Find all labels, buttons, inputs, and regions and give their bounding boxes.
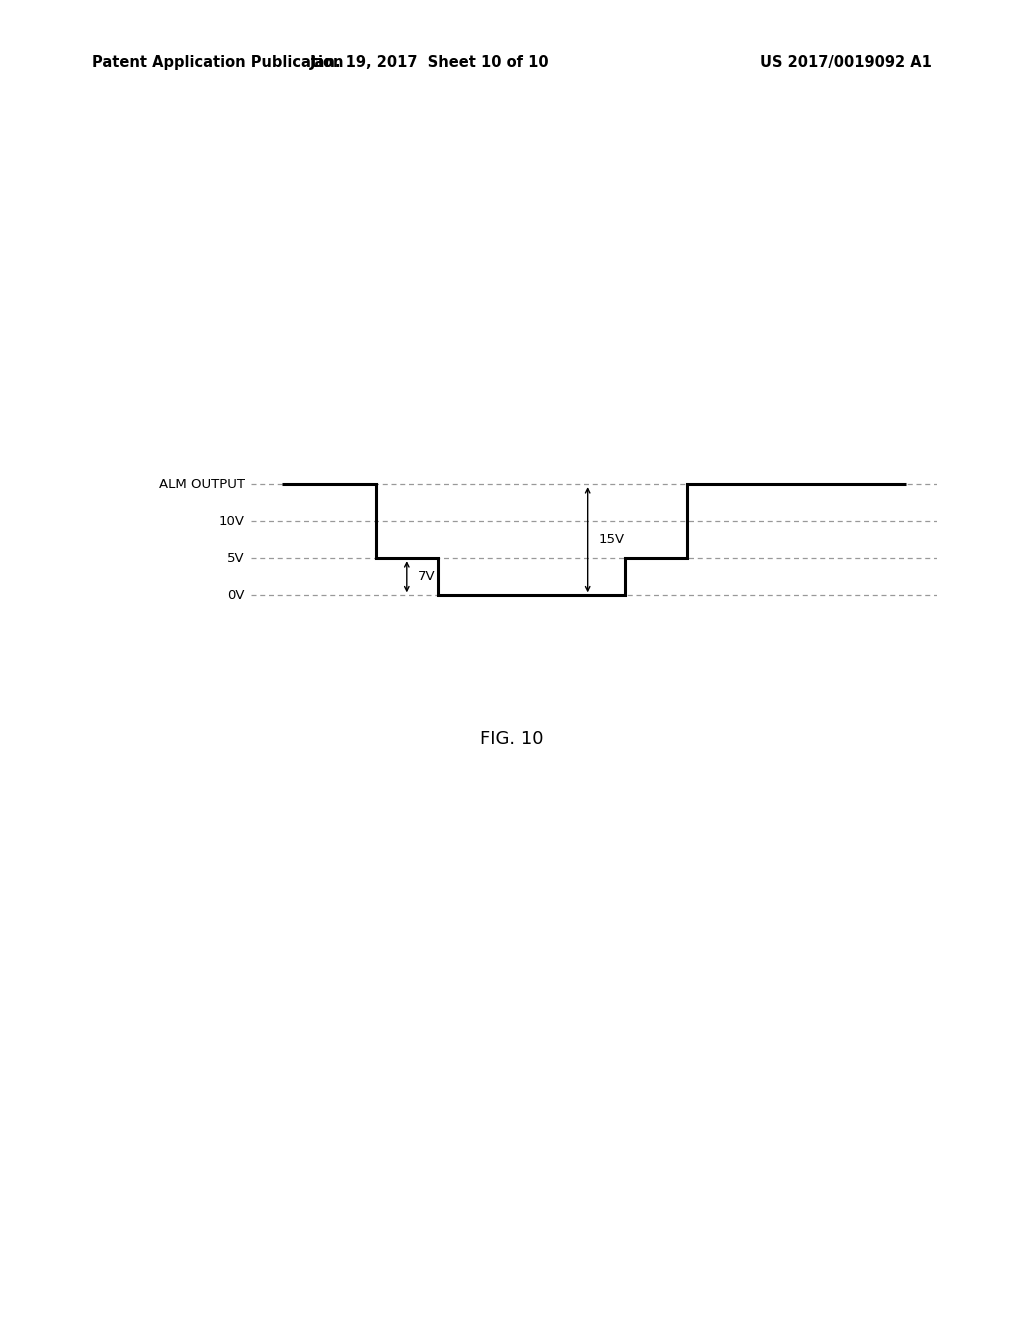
Text: FIG. 10: FIG. 10	[480, 730, 544, 748]
Text: Patent Application Publication: Patent Application Publication	[92, 55, 344, 70]
Text: 15V: 15V	[599, 533, 625, 546]
Text: Jan. 19, 2017  Sheet 10 of 10: Jan. 19, 2017 Sheet 10 of 10	[310, 55, 550, 70]
Text: US 2017/0019092 A1: US 2017/0019092 A1	[760, 55, 932, 70]
Text: ALM OUTPUT: ALM OUTPUT	[159, 478, 245, 491]
Text: 7V: 7V	[418, 570, 435, 583]
Text: 0V: 0V	[227, 589, 245, 602]
Text: 5V: 5V	[227, 552, 245, 565]
Text: 10V: 10V	[219, 515, 245, 528]
